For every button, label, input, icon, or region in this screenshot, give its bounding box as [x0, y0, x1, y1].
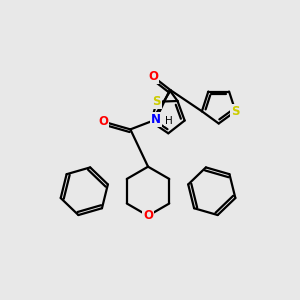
Text: S: S — [152, 95, 161, 108]
Text: S: S — [231, 105, 240, 118]
Text: N: N — [151, 113, 161, 126]
Text: H: H — [165, 116, 172, 126]
Text: O: O — [148, 70, 158, 83]
Text: O: O — [143, 209, 153, 222]
Text: O: O — [98, 115, 108, 128]
